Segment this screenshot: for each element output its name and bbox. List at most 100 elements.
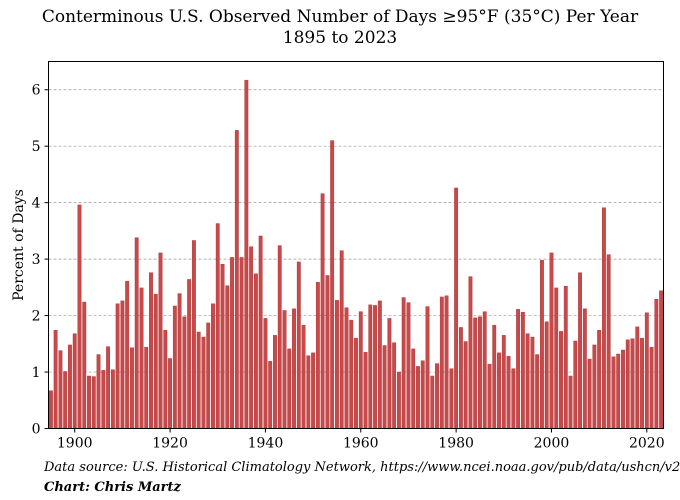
bar-1967 <box>392 342 397 429</box>
y-tick-label: 1 <box>32 365 41 381</box>
bar-1910 <box>120 300 125 429</box>
bar-2009 <box>592 344 597 429</box>
bar-1988 <box>492 324 497 429</box>
bar-1952 <box>320 193 325 429</box>
bar-1994 <box>520 311 525 429</box>
bar-1956 <box>339 250 344 429</box>
bar-1971 <box>411 348 416 429</box>
bar-1928 <box>206 322 211 429</box>
bar-1936 <box>244 79 249 429</box>
bar-1945 <box>287 348 292 429</box>
bar-1990 <box>501 335 506 429</box>
bar-1917 <box>153 293 158 429</box>
bar-1938 <box>253 273 258 429</box>
bar-1980 <box>454 187 459 429</box>
bar-1897 <box>58 350 63 429</box>
bar-1901 <box>77 204 82 429</box>
bar-1900 <box>72 333 77 429</box>
bar-1989 <box>497 352 501 429</box>
chart-subtitle: 1895 to 2023 <box>282 28 398 48</box>
y-axis-label: Percent of Days <box>11 189 27 301</box>
bar-1996 <box>530 336 535 429</box>
bar-2008 <box>587 358 592 429</box>
bar-1960 <box>358 311 363 429</box>
bar-2010 <box>597 330 602 429</box>
bar-1965 <box>382 345 387 429</box>
bar-1909 <box>115 303 120 429</box>
bar-1969 <box>401 297 406 429</box>
y-axis: 0 1 2 3 4 5 6 <box>32 83 49 438</box>
bar-1919 <box>163 330 168 429</box>
bar-2013 <box>611 356 616 429</box>
bar-1899 <box>68 344 72 429</box>
bar-2017 <box>630 338 635 429</box>
bar-1958 <box>349 319 354 429</box>
bar-2019 <box>640 337 644 429</box>
bar-1902 <box>82 301 87 429</box>
x-axis: 1900 1920 1940 1960 1980 2000 2020 <box>57 428 665 452</box>
bar-1915 <box>144 346 149 429</box>
x-tick-label: 2000 <box>534 436 570 452</box>
bar-2004 <box>568 375 573 429</box>
credit-note: Chart: Chris Martz <box>44 480 181 495</box>
bar-1903 <box>87 375 91 429</box>
bar-1999 <box>544 321 549 429</box>
bar-1907 <box>106 346 111 429</box>
bar-series <box>48 79 664 429</box>
bar-1950 <box>311 352 316 429</box>
bar-1941 <box>268 361 273 429</box>
bar-2015 <box>621 349 625 429</box>
bar-1912 <box>130 347 134 429</box>
bar-1986 <box>482 311 487 429</box>
bar-1916 <box>149 272 153 429</box>
bar-1977 <box>439 296 444 429</box>
x-tick-label: 1980 <box>438 436 474 452</box>
bar-1906 <box>101 370 106 429</box>
bar-1997 <box>535 354 540 429</box>
bar-2003 <box>563 286 568 429</box>
chart: 0 1 2 3 4 5 6 1900 1920 1940 1960 1980 2000 2020 Per… <box>11 61 665 452</box>
bar-1972 <box>416 366 420 429</box>
bar-1895 <box>48 390 53 429</box>
bar-1947 <box>296 261 301 429</box>
bar-1905 <box>96 354 101 429</box>
bar-2007 <box>582 308 587 429</box>
bar-1970 <box>406 302 411 429</box>
bar-1976 <box>435 363 439 429</box>
bar-1943 <box>277 245 282 429</box>
bar-1931 <box>220 263 225 429</box>
bar-1946 <box>292 308 296 429</box>
bar-1935 <box>239 257 244 429</box>
bar-1987 <box>487 363 492 429</box>
bar-1998 <box>540 260 544 429</box>
bar-1975 <box>430 375 435 429</box>
bar-1978 <box>444 295 449 429</box>
bar-1981 <box>458 327 463 429</box>
bar-2018 <box>635 326 640 429</box>
bar-1911 <box>125 280 130 429</box>
bar-2016 <box>625 339 630 429</box>
bar-1927 <box>201 336 206 429</box>
bar-2000 <box>549 252 554 429</box>
y-tick-label: 2 <box>32 309 41 325</box>
bar-2021 <box>649 346 654 429</box>
bar-1966 <box>387 318 392 429</box>
bar-1924 <box>187 279 192 429</box>
bar-1904 <box>91 376 96 429</box>
bar-1962 <box>368 304 373 429</box>
bar-1914 <box>139 287 144 429</box>
bar-1949 <box>306 355 311 429</box>
x-tick-label: 1940 <box>248 436 284 452</box>
bar-1925 <box>191 240 196 429</box>
y-tick-label: 4 <box>32 196 41 212</box>
bar-2005 <box>573 340 578 429</box>
bar-2002 <box>559 331 563 429</box>
bar-1934 <box>234 130 239 429</box>
bar-1948 <box>301 324 306 429</box>
bar-2001 <box>554 287 559 429</box>
bar-1959 <box>354 337 358 429</box>
bar-1968 <box>396 371 401 429</box>
x-tick-label: 2020 <box>629 436 665 452</box>
y-tick-label: 0 <box>32 422 41 438</box>
bar-1957 <box>344 307 349 429</box>
